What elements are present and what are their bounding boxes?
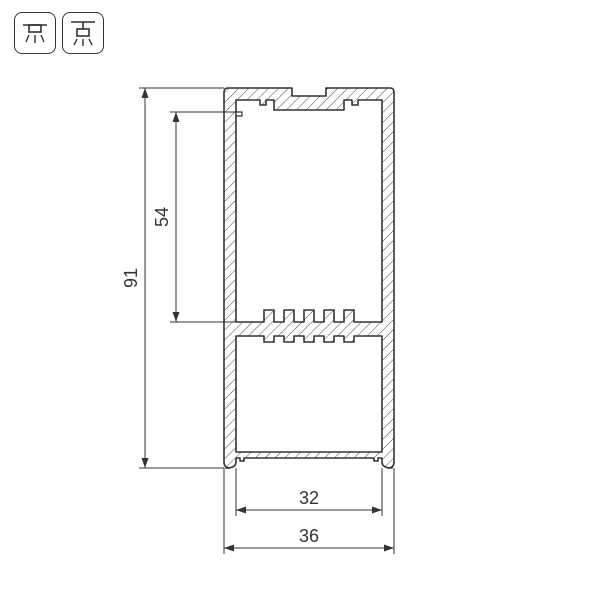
mount-pendant-icon	[62, 12, 104, 54]
svg-text:91: 91	[121, 268, 141, 288]
mount-flush-icon	[14, 12, 56, 54]
section-body	[224, 88, 394, 468]
svg-text:32: 32	[299, 488, 319, 508]
svg-text:54: 54	[152, 207, 172, 227]
svg-text:36: 36	[299, 526, 319, 546]
profile-cross-section: 91 54 32 36	[0, 0, 600, 600]
